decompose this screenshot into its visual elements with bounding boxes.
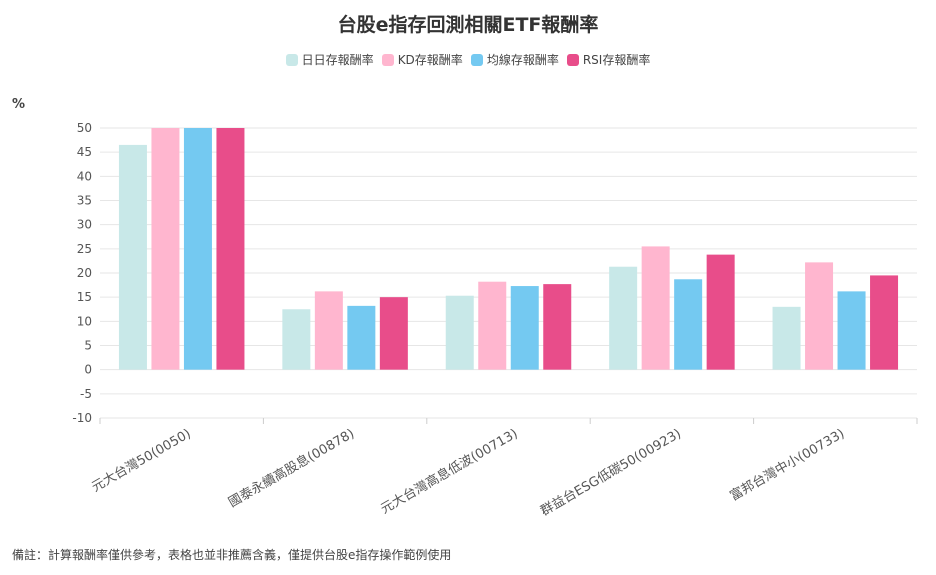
bar-0-0[interactable] (118, 144, 147, 370)
y-tick-label: 40 (77, 169, 92, 183)
x-category-label: 元大台灣高息低波(00713) (378, 426, 521, 518)
y-tick-label: 0 (84, 363, 92, 377)
footnote: 備註：計算報酬率僅供參考，表格也並非推薦含義，僅提供台股e指存操作範例使用 (12, 548, 452, 562)
chart-title: 台股e指存回測相關ETF報酬率 (337, 14, 599, 36)
x-category-label: 群益台ESG低碳50(00923) (538, 426, 684, 519)
y-axis-label: % (12, 97, 26, 112)
y-tick-label: 50 (77, 121, 92, 135)
x-category-label: 富邦台灣中小(00733) (727, 426, 847, 505)
bar-0-1[interactable] (282, 309, 311, 370)
legend-item-rsi[interactable]: RSI存報酬率 (566, 51, 651, 68)
legend-label-daily: 日日存報酬率 (301, 53, 374, 67)
bar-2-1[interactable] (347, 305, 376, 370)
bar-1-0[interactable] (151, 128, 180, 370)
x-category-label: 國泰永續高股息(00878) (226, 426, 357, 511)
y-tick-label: 35 (77, 194, 92, 208)
bar-3-4[interactable] (870, 275, 899, 370)
y-tick-label: -10 (72, 411, 92, 425)
bar-1-2[interactable] (478, 281, 507, 370)
y-tick-label: 30 (77, 218, 92, 232)
bar-3-1[interactable] (379, 297, 408, 370)
legend-label-ma: 均線存報酬率 (486, 53, 559, 67)
y-tick-label: 25 (77, 242, 92, 256)
bar-1-1[interactable] (314, 291, 343, 370)
legend-swatch-rsi (566, 53, 579, 66)
legend-label-rsi: RSI存報酬率 (582, 53, 651, 67)
legend-item-ma[interactable]: 均線存報酬率 (470, 51, 559, 68)
bar-3-2[interactable] (543, 284, 572, 370)
y-tick-label: 45 (77, 145, 92, 159)
bars-layer (118, 128, 899, 370)
bar-2-4[interactable] (837, 291, 866, 370)
y-tick-label: 10 (77, 314, 92, 328)
bar-2-3[interactable] (674, 279, 703, 370)
legend-swatch-kd (381, 53, 394, 66)
legend: 日日存報酬率 KD存報酬率 均線存報酬率 RSI存報酬率 (0, 51, 936, 68)
bar-3-0[interactable] (216, 128, 245, 370)
bar-1-3[interactable] (641, 246, 670, 370)
legend-swatch-ma (470, 53, 483, 66)
legend-label-kd: KD存報酬率 (397, 53, 463, 67)
legend-item-daily[interactable]: 日日存報酬率 (285, 51, 374, 68)
legend-item-kd[interactable]: KD存報酬率 (381, 51, 463, 68)
y-tick-label: 15 (77, 290, 92, 304)
bar-2-0[interactable] (183, 128, 212, 370)
bar-0-4[interactable] (772, 306, 801, 370)
bar-3-3[interactable] (706, 254, 735, 370)
legend-swatch-daily (285, 53, 298, 66)
y-tick-label: 5 (84, 339, 92, 353)
bar-2-2[interactable] (510, 286, 539, 370)
bar-0-2[interactable] (445, 295, 474, 370)
x-category-label: 元大台灣50(0050) (89, 426, 193, 495)
y-tick-label: 20 (77, 266, 92, 280)
y-tick-label: -5 (80, 387, 92, 401)
bar-0-3[interactable] (609, 266, 638, 370)
bar-1-4[interactable] (805, 262, 834, 370)
